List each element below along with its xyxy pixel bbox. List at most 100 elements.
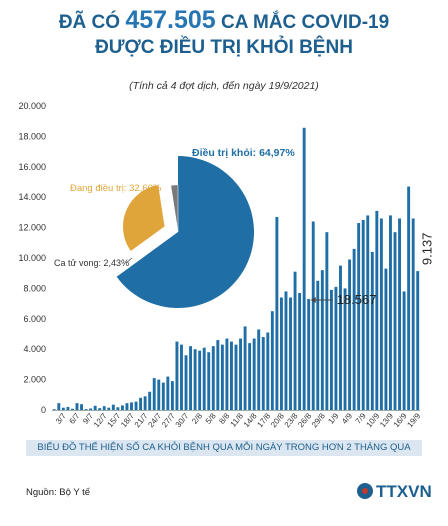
bar bbox=[130, 402, 133, 410]
bar bbox=[311, 221, 315, 410]
ttxvn-logo: TTXVN bbox=[357, 482, 432, 501]
bar bbox=[329, 289, 333, 410]
y-tick-label: 16.000 bbox=[18, 162, 46, 172]
bar bbox=[207, 352, 211, 410]
bar bbox=[89, 408, 93, 410]
bar bbox=[107, 407, 111, 410]
y-tick-label: 14.000 bbox=[18, 192, 46, 202]
y-tick-label: 0 bbox=[41, 405, 46, 415]
bar bbox=[234, 344, 238, 410]
bar bbox=[61, 407, 65, 410]
x-tick-label: 13/9 bbox=[378, 411, 395, 429]
bar bbox=[398, 218, 402, 410]
bar bbox=[166, 376, 170, 410]
bar bbox=[343, 288, 347, 410]
bar bbox=[152, 378, 156, 410]
y-tick-label: 6.000 bbox=[23, 314, 46, 324]
y-tick-label: 20.000 bbox=[18, 101, 46, 111]
x-tick-label: 21/7 bbox=[133, 411, 150, 429]
bar bbox=[189, 346, 193, 410]
chart-caption: BIỂU ĐỒ THỂ HIỆN SỐ CA KHỎI BỆNH QUA MỖI… bbox=[26, 440, 422, 456]
y-tick-label: 8.000 bbox=[23, 283, 46, 293]
pie-label-recovered: Điều trị khỏi: 64,97% bbox=[192, 147, 295, 159]
bar bbox=[411, 218, 415, 410]
x-tick-label: 18/7 bbox=[119, 411, 136, 429]
title-number: 457.505 bbox=[125, 6, 216, 34]
y-tick-label: 10.000 bbox=[18, 253, 46, 263]
bar bbox=[298, 292, 302, 410]
x-tick-label: 3/7 bbox=[54, 411, 68, 426]
bar bbox=[102, 406, 106, 410]
pie-label-treatment: Đang điều trị: 32,60% bbox=[70, 183, 162, 194]
bar bbox=[284, 291, 288, 410]
bar bbox=[366, 215, 370, 410]
bar bbox=[148, 391, 152, 410]
y-tick-label: 4.000 bbox=[23, 344, 46, 354]
bar bbox=[139, 397, 143, 410]
x-tick-label: 1/9 bbox=[326, 411, 340, 426]
bar bbox=[375, 210, 379, 410]
bar bbox=[243, 326, 247, 410]
bar bbox=[161, 382, 165, 410]
x-tick-label: 15/7 bbox=[106, 411, 123, 429]
x-tick-label: 23/8 bbox=[283, 411, 300, 429]
bar bbox=[125, 403, 129, 410]
bar bbox=[111, 404, 115, 410]
bar bbox=[275, 216, 279, 410]
pie-slice-recovered bbox=[116, 156, 255, 309]
x-tick-label: 4/9 bbox=[340, 411, 354, 426]
bar bbox=[252, 338, 256, 410]
bar bbox=[266, 332, 270, 410]
pie-deaths-leader-line bbox=[125, 257, 133, 264]
bar bbox=[52, 409, 56, 410]
bar bbox=[261, 337, 265, 410]
x-tick-label: 20/8 bbox=[269, 411, 286, 429]
bar bbox=[348, 259, 352, 410]
bar bbox=[75, 403, 79, 410]
y-tick-label: 18.000 bbox=[18, 131, 46, 141]
bar bbox=[157, 379, 161, 410]
x-tick-label: 14/8 bbox=[242, 411, 259, 429]
source-note: Nguồn: Bộ Y tế bbox=[26, 487, 91, 498]
bar bbox=[143, 396, 147, 410]
bar bbox=[170, 381, 174, 410]
x-tick-label: 2/8 bbox=[190, 411, 204, 426]
bar bbox=[357, 223, 361, 410]
x-tick-label: 12/7 bbox=[92, 411, 109, 429]
bar bbox=[325, 232, 329, 410]
title-prefix: ĐÃ CÓ bbox=[58, 12, 121, 33]
pie-label-deaths: Ca tử vong: 2,43% bbox=[54, 258, 129, 268]
bar bbox=[407, 186, 411, 410]
pie-slice-treatment bbox=[122, 183, 166, 253]
annotation-arrowhead bbox=[310, 297, 316, 304]
bar bbox=[257, 329, 261, 410]
annotation-last-value: 9.137 bbox=[420, 233, 435, 266]
bar bbox=[393, 232, 397, 410]
subtitle: (Tính cả 4 đợt dịch, đến ngày 19/9/2021) bbox=[129, 80, 319, 92]
x-tick-label: 24/7 bbox=[146, 411, 163, 429]
bar bbox=[225, 338, 229, 410]
x-tick-label: 30/7 bbox=[174, 411, 191, 429]
title-line-1: ĐÃ CÓ 457.505 CA MẮC COVID-19 bbox=[0, 8, 448, 35]
title-block: ĐÃ CÓ 457.505 CA MẮC COVID-19 ĐƯỢC ĐIỀU … bbox=[0, 8, 448, 60]
x-tick-label: 19/9 bbox=[405, 411, 422, 429]
bar bbox=[66, 406, 70, 410]
bar bbox=[334, 286, 338, 410]
bar bbox=[98, 408, 102, 410]
x-tick-label: 26/8 bbox=[296, 411, 313, 429]
y-tick-label: 12.000 bbox=[18, 223, 46, 233]
bar bbox=[370, 251, 374, 410]
bar bbox=[239, 338, 242, 410]
bar bbox=[84, 409, 88, 410]
bar bbox=[93, 405, 97, 410]
bar bbox=[220, 344, 224, 410]
x-tick-label: 16/9 bbox=[392, 411, 409, 429]
bar bbox=[384, 268, 388, 410]
bar bbox=[116, 407, 120, 410]
bar bbox=[193, 349, 197, 410]
bar bbox=[230, 341, 233, 410]
bar bbox=[120, 405, 124, 410]
pie-slice-deaths bbox=[170, 184, 179, 233]
bar bbox=[270, 311, 274, 410]
